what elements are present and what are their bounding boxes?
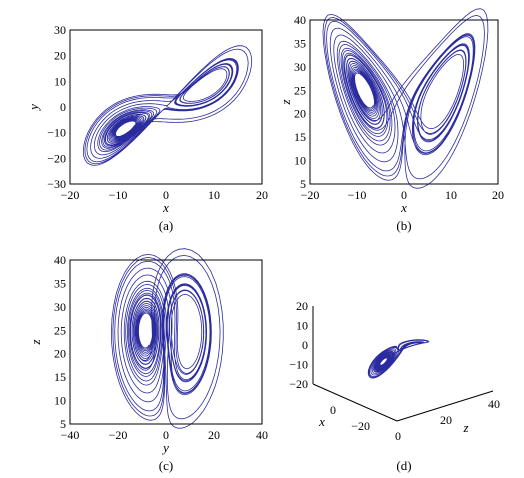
- panel-b-xticks: −20 −10 0 10 20: [301, 188, 504, 202]
- panel-c: −40 −20 0 20 40 40 35 30 25 20 15 10 5 y…: [28, 248, 268, 473]
- panel-a-ytick: −20: [47, 151, 66, 165]
- panel-b-xtick: 20: [492, 188, 504, 202]
- panel-c-ytick: 15: [54, 370, 66, 384]
- panel-c-xtick: 20: [208, 428, 220, 442]
- panel-c-xticks: −40 −20 0 20 40: [61, 428, 268, 442]
- panel-b-xtick: 0: [401, 188, 407, 202]
- panel-c-xtick: −20: [109, 428, 128, 442]
- panel-d-xlabel: x: [318, 414, 325, 429]
- panel-a-caption: (a): [159, 218, 173, 233]
- panel-a-xticks: −20 −10 0 10 20: [61, 188, 268, 202]
- panel-a-ylabel: y: [26, 104, 41, 112]
- panel-b-ytick: 30: [294, 60, 306, 74]
- panel-c-ytick: 5: [60, 417, 66, 431]
- panel-c-ytick: 35: [54, 276, 66, 290]
- panel-a-xtick: 0: [163, 188, 169, 202]
- panel-b-ytick: 25: [294, 83, 306, 97]
- panel-b-ytick: 15: [294, 130, 306, 144]
- panel-b-xlabel: x: [400, 200, 407, 215]
- panel-c-ytick: 25: [54, 323, 66, 337]
- panel-d-vtick: −10: [289, 358, 308, 372]
- panel-d: 20 10 0 −10 −20 0 −20 0 20 40 x z (d): [289, 299, 500, 473]
- panel-a-ytick: −30: [47, 177, 66, 191]
- panel-c-xtick: −40: [61, 428, 80, 442]
- panel-d-axes: [312, 306, 494, 422]
- panel-d-ztick: 20: [440, 413, 452, 427]
- panel-b-xtick: −10: [348, 188, 367, 202]
- panel-d-ztick: 40: [488, 397, 500, 411]
- panel-d-vertical-ticks: 20 10 0 −10 −20: [289, 299, 308, 391]
- panel-d-x-ticks: 0 −20: [330, 403, 370, 433]
- panel-d-vtick: 20: [296, 299, 308, 313]
- panel-b-ytick: 20: [294, 107, 306, 121]
- panel-b-ytick: 40: [294, 13, 306, 27]
- panel-a-xtick: 10: [208, 188, 220, 202]
- panel-a-ytick: 30: [54, 23, 66, 37]
- panel-b-trace: [322, 8, 489, 189]
- panel-a-xtick: −10: [109, 188, 128, 202]
- panel-a-ytick: −10: [47, 126, 66, 140]
- panel-b: −20 −10 0 10 20 40 35 30 25 20 15 10 5 x…: [278, 8, 504, 233]
- panel-b-ylabel: z: [278, 99, 293, 105]
- panel-c-caption: (c): [159, 458, 173, 473]
- panel-d-xtick: −20: [351, 419, 370, 433]
- panel-b-yticks: 40 35 30 25 20 15 10 5: [294, 13, 306, 191]
- panel-c-ylabel: z: [28, 339, 43, 345]
- panel-c-ytick: 10: [54, 394, 66, 408]
- panel-d-x-axis: [312, 383, 398, 422]
- panel-a-ytick: 0: [60, 100, 66, 114]
- panel-c-ytick: 40: [54, 253, 66, 267]
- panel-b-ytick: 10: [294, 154, 306, 168]
- panel-d-xtick: 0: [330, 403, 336, 417]
- panel-a-ytick: 20: [54, 49, 66, 63]
- panel-a-ytick: 10: [54, 74, 66, 88]
- panel-c-ytick: 30: [54, 300, 66, 314]
- panel-a-xlabel: x: [162, 200, 169, 215]
- panel-d-vtick: −20: [289, 377, 308, 391]
- panel-c-trace: [111, 248, 224, 429]
- panel-d-ztick: 0: [395, 429, 401, 443]
- panel-c-yticks: 40 35 30 25 20 15 10 5: [54, 253, 66, 431]
- panel-d-vtick: 10: [296, 319, 308, 333]
- panel-d-zlabel: z: [462, 420, 468, 435]
- panel-b-xtick: 10: [445, 188, 457, 202]
- panel-d-caption: (d): [396, 458, 411, 473]
- panel-a-trace: [82, 45, 253, 166]
- panel-a-xtick: 20: [256, 188, 268, 202]
- panel-a-yticks: 30 20 10 0 −10 −20 −30: [47, 23, 66, 191]
- panel-a-xtick: −20: [61, 188, 80, 202]
- panel-c-frame: [69, 259, 263, 425]
- panel-c-ytick: 20: [54, 347, 66, 361]
- panel-c-xlabel: y: [161, 440, 169, 455]
- panel-b-ytick: 5: [300, 177, 306, 191]
- panel-d-trace: [367, 339, 430, 379]
- panel-b-ytick: 35: [294, 36, 306, 50]
- panel-d-z-axis: [396, 390, 494, 422]
- panel-b-caption: (b): [396, 218, 411, 233]
- panel-b-frame: [309, 19, 499, 185]
- panel-c-xtick: 40: [256, 428, 268, 442]
- panel-b-xtick: −20: [301, 188, 320, 202]
- panel-d-vtick: 0: [302, 338, 308, 352]
- panel-c-xtick: 0: [163, 428, 169, 442]
- panel-a-frame: [69, 29, 263, 185]
- panel-d-z-ticks: 0 20 40: [395, 397, 500, 443]
- panel-a: −20 −10 0 10 20 30 20 10 0 −10 −20 −30 x…: [26, 23, 268, 233]
